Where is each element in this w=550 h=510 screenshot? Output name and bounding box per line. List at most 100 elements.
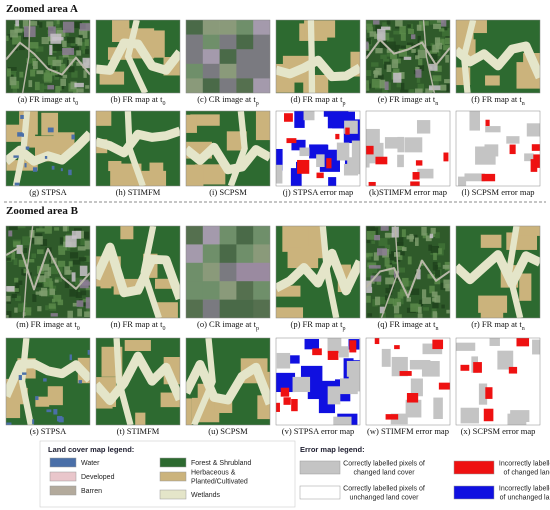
patch <box>401 247 407 252</box>
patch <box>429 285 435 294</box>
legend-label: Correctly labelled pixels of <box>343 486 425 493</box>
patch <box>30 69 36 77</box>
herbaceous <box>276 285 301 297</box>
patch <box>434 65 442 72</box>
legend-swatch <box>453 485 495 500</box>
err-gray <box>347 157 360 175</box>
caption-text: (j) STPSA error map <box>283 187 354 197</box>
patch <box>68 55 77 60</box>
patch <box>396 78 401 88</box>
patch <box>41 264 49 271</box>
river <box>6 41 90 76</box>
err-gray <box>390 413 408 425</box>
patch <box>62 53 69 58</box>
river-branch <box>191 338 216 425</box>
herbaceous <box>100 260 112 289</box>
patch <box>389 284 395 289</box>
water <box>32 419 35 425</box>
patch <box>419 299 424 307</box>
patch <box>35 46 44 52</box>
water <box>51 165 55 170</box>
cr-pixel <box>253 244 270 264</box>
patch <box>84 240 90 250</box>
patch <box>14 28 23 33</box>
legend-swatch <box>453 460 495 475</box>
err-gray <box>469 111 480 131</box>
cr-pixel <box>236 299 254 318</box>
patch <box>394 44 401 53</box>
patch <box>9 76 17 86</box>
cr-pixel <box>219 78 237 93</box>
cr-pixel <box>253 49 270 65</box>
patch <box>445 54 449 63</box>
patch <box>65 235 77 248</box>
panel-border <box>185 19 271 94</box>
patch <box>433 23 441 29</box>
herbaceous <box>255 111 270 141</box>
patch <box>32 294 37 302</box>
caption-text: (e) FR image at t <box>378 94 436 104</box>
err-gray <box>327 338 342 354</box>
panel-caption: (e) FR image at tn <box>378 94 439 107</box>
err-gray <box>532 339 540 355</box>
patch <box>42 85 50 90</box>
water <box>35 396 39 401</box>
herbaceous <box>480 234 502 248</box>
patch <box>36 70 44 75</box>
herbaceous <box>186 114 197 133</box>
patch <box>398 237 404 246</box>
river <box>186 142 270 175</box>
patch <box>84 255 90 262</box>
patch <box>23 248 28 254</box>
herbaceous <box>485 75 500 86</box>
patch <box>34 81 40 91</box>
err-red <box>335 133 340 140</box>
patch <box>440 84 447 91</box>
err-gray <box>348 376 360 392</box>
patch <box>382 88 388 93</box>
cr-pixel <box>186 281 204 300</box>
panel <box>366 20 450 93</box>
water <box>60 168 63 172</box>
patch <box>6 310 12 318</box>
patch <box>64 266 71 275</box>
patch <box>385 277 395 285</box>
caption-text: (n) FR map at t <box>111 319 164 329</box>
patch <box>77 308 82 317</box>
patch <box>407 24 411 28</box>
patch <box>14 277 19 283</box>
cr-pixel <box>219 63 237 79</box>
patch <box>71 70 78 78</box>
cr-pixel <box>186 63 204 79</box>
panel-border <box>95 337 181 426</box>
herbaceous <box>41 112 59 136</box>
err-gray <box>381 348 391 367</box>
panel <box>276 338 360 425</box>
legend-swatch <box>299 485 341 500</box>
panel-caption: (a) FR image at t0 <box>18 94 79 107</box>
panel <box>96 226 180 318</box>
patch <box>392 260 399 265</box>
patch <box>419 21 425 31</box>
err-gray <box>397 154 404 168</box>
panel-caption: (n) FR map at t0 <box>111 319 166 332</box>
patch <box>406 45 412 50</box>
patch <box>18 46 25 51</box>
patch <box>60 86 65 90</box>
err-gray <box>524 153 534 162</box>
patch <box>36 249 44 255</box>
patch <box>81 42 86 50</box>
patch <box>35 282 43 288</box>
river <box>96 351 180 406</box>
river-branch <box>307 20 316 93</box>
panel-caption: (w) STIMFM error map <box>367 426 449 436</box>
err-red <box>283 397 291 405</box>
water <box>71 134 75 140</box>
patch <box>409 89 415 93</box>
patch <box>16 244 23 254</box>
patch <box>62 21 75 33</box>
patch <box>387 298 394 304</box>
panel-border <box>5 337 91 426</box>
patch <box>59 237 64 245</box>
patch <box>366 80 369 84</box>
